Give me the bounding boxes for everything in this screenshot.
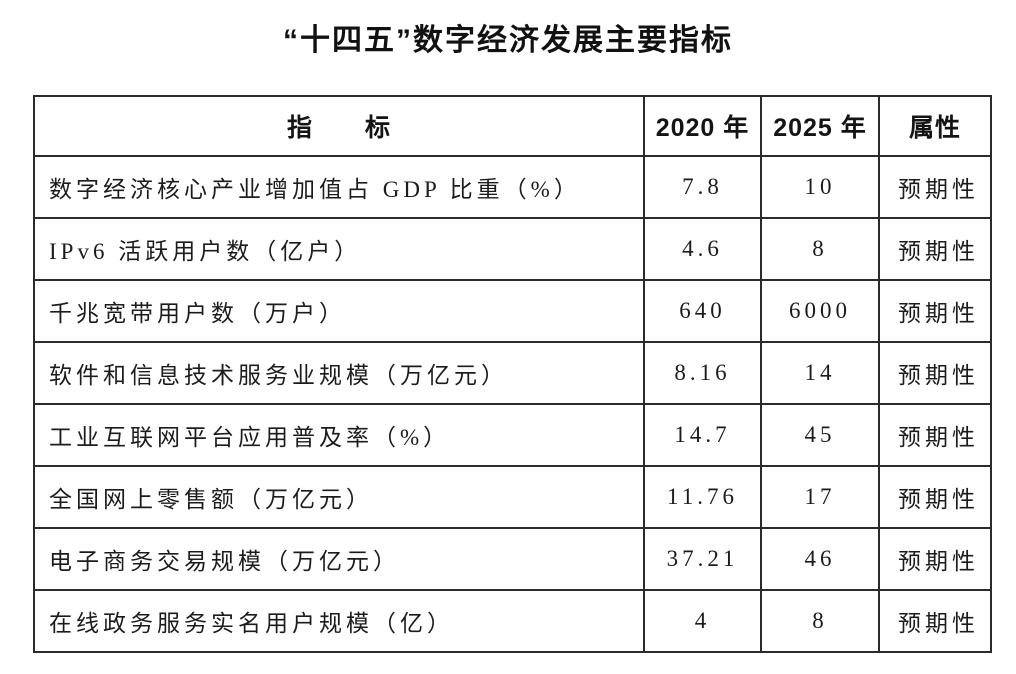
table-row: 电子商务交易规模（万亿元） 37.21 46 预期性 xyxy=(33,527,992,591)
value-2025-cell: 46 xyxy=(760,527,880,591)
attribute-cell: 预期性 xyxy=(878,341,992,405)
value-2020-cell: 14.7 xyxy=(643,403,762,467)
value-2025-cell: 10 xyxy=(760,155,880,219)
indicator-cell: 工业互联网平台应用普及率（%） xyxy=(33,403,645,467)
document-page: “十四五”数字经济发展主要指标 指 标 2020 年 2025 年 属性 数字经… xyxy=(0,24,1016,653)
value-2020-cell: 7.8 xyxy=(643,155,762,219)
header-2020: 2020 年 xyxy=(643,95,762,157)
indicator-cell: 千兆宽带用户数（万户） xyxy=(33,279,645,343)
indicator-cell: 软件和信息技术服务业规模（万亿元） xyxy=(33,341,645,405)
attribute-cell: 预期性 xyxy=(878,155,992,219)
header-attribute: 属性 xyxy=(878,95,992,157)
value-2025-cell: 45 xyxy=(760,403,880,467)
indicators-table: 指 标 2020 年 2025 年 属性 数字经济核心产业增加值占 GDP 比重… xyxy=(33,95,992,653)
value-2025-cell: 6000 xyxy=(760,279,880,343)
value-2020-cell: 8.16 xyxy=(643,341,762,405)
attribute-cell: 预期性 xyxy=(878,217,992,281)
indicator-cell: IPv6 活跃用户数（亿户） xyxy=(33,217,645,281)
value-2025-cell: 8 xyxy=(760,217,880,281)
attribute-cell: 预期性 xyxy=(878,403,992,467)
table-row: 工业互联网平台应用普及率（%） 14.7 45 预期性 xyxy=(33,403,992,467)
header-indicator: 指 标 xyxy=(33,95,645,157)
value-2020-cell: 4 xyxy=(643,589,762,653)
value-2025-cell: 17 xyxy=(760,465,880,529)
value-2025-cell: 14 xyxy=(760,341,880,405)
attribute-cell: 预期性 xyxy=(878,589,992,653)
value-2020-cell: 37.21 xyxy=(643,527,762,591)
page-title: “十四五”数字经济发展主要指标 xyxy=(283,24,733,57)
table-row: 全国网上零售额（万亿元） 11.76 17 预期性 xyxy=(33,465,992,529)
table-row: IPv6 活跃用户数（亿户） 4.6 8 预期性 xyxy=(33,217,992,281)
value-2020-cell: 4.6 xyxy=(643,217,762,281)
value-2020-cell: 11.76 xyxy=(643,465,762,529)
indicator-cell: 数字经济核心产业增加值占 GDP 比重（%） xyxy=(33,155,645,219)
table-row: 软件和信息技术服务业规模（万亿元） 8.16 14 预期性 xyxy=(33,341,992,405)
indicator-cell: 在线政务服务实名用户规模（亿） xyxy=(33,589,645,653)
value-2025-cell: 8 xyxy=(760,589,880,653)
attribute-cell: 预期性 xyxy=(878,465,992,529)
table-row: 千兆宽带用户数（万户） 640 6000 预期性 xyxy=(33,279,992,343)
attribute-cell: 预期性 xyxy=(878,279,992,343)
indicator-cell: 电子商务交易规模（万亿元） xyxy=(33,527,645,591)
indicator-cell: 全国网上零售额（万亿元） xyxy=(33,465,645,529)
table-header-row: 指 标 2020 年 2025 年 属性 xyxy=(33,95,992,157)
table-row: 数字经济核心产业增加值占 GDP 比重（%） 7.8 10 预期性 xyxy=(33,155,992,219)
value-2020-cell: 640 xyxy=(643,279,762,343)
table-row: 在线政务服务实名用户规模（亿） 4 8 预期性 xyxy=(33,589,992,653)
header-2025: 2025 年 xyxy=(760,95,880,157)
attribute-cell: 预期性 xyxy=(878,527,992,591)
